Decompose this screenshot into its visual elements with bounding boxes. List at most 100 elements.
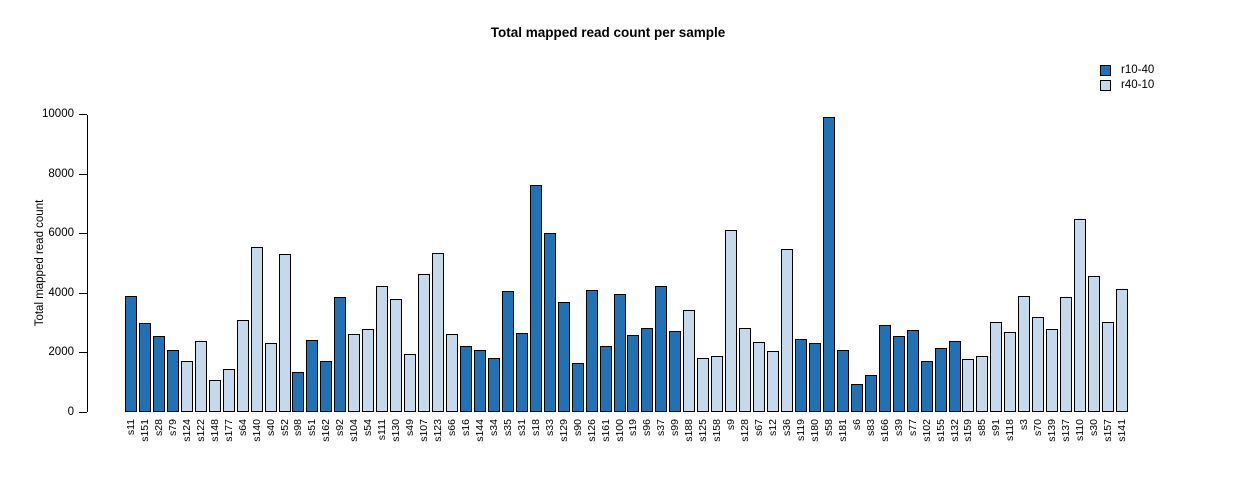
x-tick-label-s155: s155 bbox=[934, 419, 947, 442]
y-tick-label: 8000 bbox=[48, 167, 74, 180]
bar-s130 bbox=[390, 299, 402, 412]
x-tick-label-s107: s107 bbox=[418, 419, 431, 442]
x-tick-label-s123: s123 bbox=[432, 419, 445, 442]
bar-s107 bbox=[418, 274, 430, 412]
y-tick-mark bbox=[79, 173, 87, 175]
x-tick-label-s162: s162 bbox=[320, 419, 333, 442]
bar-s37 bbox=[655, 286, 667, 412]
bar-s35 bbox=[502, 291, 514, 412]
bar-s40 bbox=[265, 343, 277, 412]
x-tick-label-s188: s188 bbox=[683, 419, 696, 442]
y-tick-mark bbox=[79, 114, 87, 115]
x-tick-label-s141: s141 bbox=[1116, 419, 1129, 442]
x-tick-label-s34: s34 bbox=[487, 419, 500, 436]
x-tick-label-s11: s11 bbox=[125, 419, 137, 436]
bar-s123 bbox=[432, 253, 444, 412]
bar-s52 bbox=[279, 254, 291, 412]
bar-s96 bbox=[641, 328, 653, 412]
y-tick-label: 4000 bbox=[48, 286, 74, 299]
x-tick-label-s67: s67 bbox=[753, 419, 766, 436]
x-tick-label-s124: s124 bbox=[180, 419, 193, 442]
bar-s99 bbox=[669, 331, 681, 412]
x-tick-label-s90: s90 bbox=[571, 419, 584, 436]
x-tick-label-s92: s92 bbox=[334, 419, 347, 436]
bar-s79 bbox=[167, 350, 179, 412]
bar-s119 bbox=[795, 339, 807, 412]
x-tick-label-s6: s6 bbox=[850, 419, 863, 431]
x-tick-label-s181: s181 bbox=[836, 419, 849, 442]
bar-s100 bbox=[614, 294, 626, 412]
bar-s28 bbox=[153, 336, 165, 412]
x-tick-label-s9: s9 bbox=[725, 419, 738, 431]
bar-s140 bbox=[251, 247, 263, 412]
x-tick-label-s99: s99 bbox=[669, 419, 682, 436]
x-tick-label-s102: s102 bbox=[920, 419, 933, 442]
bar-s33 bbox=[544, 233, 556, 412]
x-tick-label-s30: s30 bbox=[1088, 419, 1101, 436]
bar-s158 bbox=[711, 356, 723, 412]
x-tick-label-s51: s51 bbox=[306, 419, 319, 436]
bar-s91 bbox=[990, 322, 1002, 412]
x-tick-label-s18: s18 bbox=[529, 419, 542, 436]
bar-s102 bbox=[921, 361, 933, 412]
x-tick-label-s130: s130 bbox=[390, 419, 403, 442]
bar-s125 bbox=[697, 358, 709, 412]
bar-s104 bbox=[348, 334, 360, 412]
bar-s180 bbox=[809, 343, 821, 412]
bar-s77 bbox=[907, 330, 919, 412]
x-tick-label-s110: s110 bbox=[1074, 419, 1087, 441]
bar-s98 bbox=[292, 372, 304, 412]
x-tick-label-s49: s49 bbox=[404, 419, 417, 436]
bar-s161 bbox=[600, 346, 612, 412]
bar-s111 bbox=[376, 286, 388, 412]
bar-s162 bbox=[320, 361, 332, 412]
bar-s30 bbox=[1088, 276, 1100, 412]
bar-s122 bbox=[195, 341, 207, 412]
bar-s11 bbox=[125, 296, 137, 412]
x-tick-label-s125: s125 bbox=[697, 419, 710, 442]
bar-s36 bbox=[781, 249, 793, 412]
x-tick-label-s104: s104 bbox=[348, 419, 361, 442]
x-tick-label-s19: s19 bbox=[627, 419, 640, 436]
bar-s19 bbox=[627, 335, 639, 412]
x-tick-label-s157: s157 bbox=[1102, 419, 1115, 442]
x-tick-label-s52: s52 bbox=[278, 419, 291, 436]
x-tick-label-s180: s180 bbox=[808, 419, 821, 442]
x-tick-label-s119: s119 bbox=[794, 419, 807, 441]
bar-s39 bbox=[893, 336, 905, 412]
x-tick-label-s132: s132 bbox=[948, 419, 961, 442]
bar-s139 bbox=[1046, 329, 1058, 412]
x-tick-label-s70: s70 bbox=[1032, 419, 1045, 436]
legend-swatch-r10-40 bbox=[1100, 65, 1111, 76]
bar-s12 bbox=[767, 351, 779, 412]
bar-s124 bbox=[181, 361, 193, 412]
x-tick-label-s161: s161 bbox=[599, 419, 612, 442]
bar-s16 bbox=[460, 346, 472, 412]
bar-s137 bbox=[1060, 297, 1072, 412]
x-tick-label-s111: s111 bbox=[376, 419, 389, 441]
x-tick-label-s158: s158 bbox=[711, 419, 724, 442]
y-tick-label: 6000 bbox=[48, 227, 74, 239]
bar-s177 bbox=[223, 369, 235, 412]
x-tick-label-s39: s39 bbox=[892, 419, 905, 436]
bar-s6 bbox=[851, 384, 863, 412]
bar-s83 bbox=[865, 375, 877, 412]
y-tick-mark bbox=[79, 411, 87, 413]
bar-s64 bbox=[237, 320, 249, 412]
bar-s151 bbox=[139, 323, 151, 412]
x-tick-label-s58: s58 bbox=[822, 419, 835, 436]
chart-title: Total mapped read count per sample bbox=[490, 25, 726, 40]
x-tick-label-s100: s100 bbox=[613, 419, 626, 442]
x-tick-label-s66: s66 bbox=[446, 419, 459, 436]
bar-s58 bbox=[823, 117, 835, 412]
y-tick-mark bbox=[79, 233, 87, 234]
bar-s188 bbox=[683, 310, 695, 412]
x-tick-label-s36: s36 bbox=[781, 419, 794, 436]
bar-s70 bbox=[1032, 317, 1044, 412]
bar-s85 bbox=[976, 356, 988, 412]
x-tick-label-s40: s40 bbox=[264, 419, 277, 436]
bar-s128 bbox=[739, 328, 751, 412]
y-tick-mark bbox=[79, 292, 87, 294]
bar-s54 bbox=[362, 329, 374, 412]
bar-s3 bbox=[1018, 296, 1030, 412]
